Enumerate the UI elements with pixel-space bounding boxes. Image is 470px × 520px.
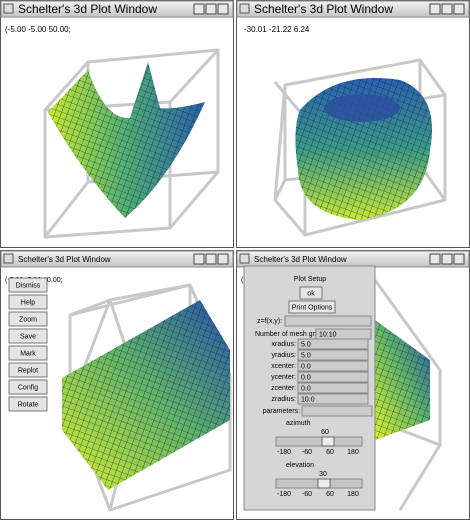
- parameters-label: parameters:: [263, 408, 300, 415]
- maximize-button[interactable]: [205, 3, 217, 15]
- print-label: Print Options: [292, 304, 333, 311]
- print-button[interactable]: [288, 300, 336, 314]
- field-value: 5.0: [301, 341, 311, 348]
- window-title: Schelter's 3d Plot Window: [254, 255, 347, 264]
- window-icon[interactable]: [239, 3, 250, 14]
- slider-thumb[interactable]: [321, 436, 335, 447]
- tool-button[interactable]: [8, 294, 48, 310]
- window-title: Schelter's 3d Plot Window: [18, 2, 157, 16]
- tool-button[interactable]: [8, 277, 48, 293]
- parameters-field[interactable]: [301, 405, 373, 417]
- tool-button-label: Replot: [18, 367, 38, 374]
- tool-button-label: Mark: [20, 350, 36, 357]
- tool-button-label: Help: [21, 299, 36, 306]
- minimize-button[interactable]: [193, 253, 205, 265]
- minimize-button[interactable]: [429, 3, 441, 15]
- widgets: Dismiss Help Zoom Save Mark Replot Config Rotat…: [8, 265, 376, 511]
- field-label: xcenter:: [271, 363, 296, 370]
- window-title: Schelter's 3d Plot Window: [254, 2, 393, 16]
- tool-button[interactable]: [8, 379, 48, 395]
- window-icon[interactable]: [239, 253, 250, 264]
- plot-plane: [62, 283, 232, 512]
- field-label: yradius:: [271, 352, 296, 359]
- window-title: Schelter's 3d Plot Window: [18, 255, 111, 264]
- slider-tick-label: -60: [302, 491, 312, 498]
- slider-track[interactable]: [275, 436, 363, 447]
- field-input[interactable]: [297, 349, 369, 361]
- ok-label: ok: [307, 290, 315, 297]
- field-value: 0.0: [301, 374, 311, 381]
- field-input[interactable]: [297, 382, 369, 394]
- field-value: 0.0: [301, 363, 311, 370]
- field-value: 10.0: [301, 396, 315, 403]
- field-label: zradius:: [271, 396, 296, 403]
- slider-tick-label: 180: [347, 449, 359, 456]
- tool-button[interactable]: [8, 396, 48, 412]
- function-label: z=f(x,y):: [257, 318, 282, 325]
- close-button[interactable]: [217, 3, 229, 15]
- plot-torus: [273, 58, 447, 237]
- minimize-button[interactable]: [193, 3, 205, 15]
- title-bar: [0, 250, 234, 268]
- plot-paraboloid: [43, 48, 220, 239]
- maximize-button[interactable]: [441, 3, 453, 15]
- plot-partial: [373, 279, 442, 511]
- mesh-value: 10:10: [319, 331, 337, 338]
- maximize-button[interactable]: [205, 253, 217, 265]
- field-input[interactable]: [297, 360, 369, 372]
- slider-thumb[interactable]: [317, 478, 331, 489]
- slider-tick-label: 60: [326, 449, 334, 456]
- field-input[interactable]: [297, 338, 369, 350]
- tool-button[interactable]: [8, 311, 48, 327]
- slider-tick-label: 180: [347, 491, 359, 498]
- title-bar: [0, 0, 234, 18]
- field-label: ycenter:: [271, 374, 296, 381]
- window-icon[interactable]: [3, 253, 14, 264]
- window-icon[interactable]: [3, 3, 14, 14]
- coordinates: (-5.00 -5.00 50.00;: [5, 25, 71, 34]
- dialog-title: Plot Setup: [294, 276, 326, 283]
- mesh-label: Number of mesh grids:: [255, 331, 326, 338]
- slider-label: azimuth: [286, 420, 311, 427]
- close-button[interactable]: [453, 253, 465, 265]
- tool-button[interactable]: [8, 328, 48, 344]
- tool-button-label: Zoom: [19, 316, 37, 323]
- field-input[interactable]: [297, 393, 369, 405]
- ok-button[interactable]: [299, 286, 323, 300]
- field-value: 0.0: [301, 385, 311, 392]
- title-bar: [236, 0, 470, 18]
- slider-value: 60: [321, 429, 329, 436]
- close-button[interactable]: [453, 3, 465, 15]
- slider-tick-label: -180: [277, 491, 291, 498]
- slider-tick-label: -60: [302, 449, 312, 456]
- field-label: xradius:: [271, 341, 296, 348]
- function-field[interactable]: [284, 315, 372, 327]
- slider-tick-label: -180: [277, 449, 291, 456]
- field-label: zcenter:: [271, 385, 296, 392]
- minimize-button[interactable]: [429, 253, 441, 265]
- tool-button[interactable]: [8, 345, 48, 361]
- slider-value: 30: [319, 471, 327, 478]
- coordinates: -30.01 -21.22 6.24: [244, 25, 310, 34]
- tool-button[interactable]: [8, 362, 48, 378]
- close-button[interactable]: [217, 253, 229, 265]
- tool-button-label: Dismiss: [16, 282, 41, 289]
- tool-button-label: Config: [18, 384, 38, 391]
- field-input[interactable]: [297, 371, 369, 383]
- tool-button-label: Rotate: [18, 401, 39, 408]
- field-value: 5.0: [301, 352, 311, 359]
- tool-button-label: Save: [20, 333, 36, 340]
- maximize-button[interactable]: [441, 253, 453, 265]
- slider-tick-label: 60: [326, 491, 334, 498]
- slider-label: elevation: [286, 462, 314, 469]
